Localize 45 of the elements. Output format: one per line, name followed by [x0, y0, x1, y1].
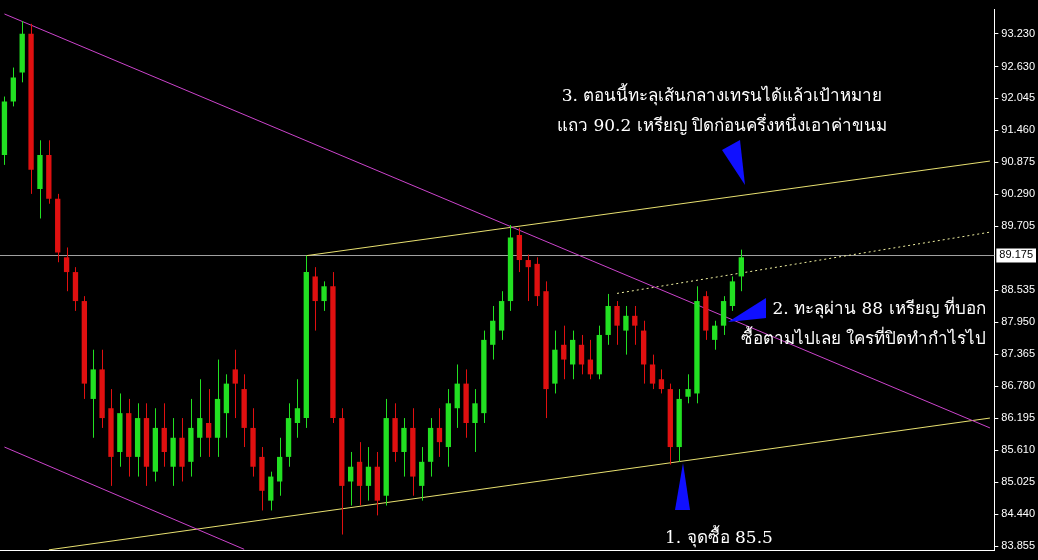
y-tick-label: 89.705 — [1001, 219, 1036, 232]
candlestick — [108, 388, 114, 487]
candlestick — [250, 407, 256, 478]
candlestick — [241, 373, 247, 448]
candlestick — [37, 139, 43, 219]
annotation: 3. ตอนนี้ทะลุเส้นกลางเทรนได้แล้วเป้าหมาย แถว 90.2 เหรียญ ปิดก่อนครึ่งหนึ่งเอาค่าขนม — [557, 82, 888, 137]
candlestick — [188, 398, 194, 478]
candlestick — [472, 388, 478, 453]
candlestick — [117, 392, 123, 468]
candlestick — [534, 256, 540, 307]
y-tick-label: 85.610 — [1001, 443, 1036, 456]
candlestick — [481, 330, 487, 424]
ref-line-label: 89.175 — [999, 248, 1034, 261]
y-tick-label: 86.195 — [1001, 411, 1036, 424]
candlestick — [463, 368, 469, 439]
y-tick-label: 85.025 — [1001, 475, 1036, 488]
candlestick — [179, 417, 185, 482]
y-tick-label: 90.875 — [1001, 155, 1036, 168]
candlestick — [623, 305, 629, 356]
candlestick — [99, 349, 105, 429]
y-tick-label: 90.290 — [1001, 187, 1036, 200]
y-tick-label: 88.535 — [1001, 283, 1036, 296]
annotation: 1. จุดซื้อ 85.5 — [665, 524, 773, 550]
y-tick-label: 86.780 — [1001, 379, 1036, 392]
y-tick-label: 92.045 — [1001, 91, 1036, 104]
candlestick — [694, 285, 700, 404]
y-tick-label: 84.440 — [1001, 507, 1036, 520]
candlestick — [543, 280, 549, 419]
y-tick-label: 83.855 — [1001, 539, 1036, 552]
candlestick — [170, 417, 176, 487]
candlestick — [552, 330, 558, 394]
candlestick — [28, 23, 34, 195]
candlestick — [321, 280, 327, 312]
candlestick — [401, 417, 407, 478]
y-tick-label: 87.365 — [1001, 347, 1036, 360]
y-tick-label: 92.630 — [1001, 59, 1036, 72]
candlestick — [614, 300, 620, 346]
y-tick-label: 87.950 — [1001, 315, 1036, 328]
y-tick-label: 91.460 — [1001, 123, 1036, 136]
candlestick — [392, 402, 398, 463]
candlestick — [685, 373, 691, 404]
candlestick — [259, 446, 265, 511]
candlestick — [605, 293, 611, 346]
y-tick-label: 93.230 — [1001, 26, 1036, 39]
candlestick — [330, 271, 336, 424]
